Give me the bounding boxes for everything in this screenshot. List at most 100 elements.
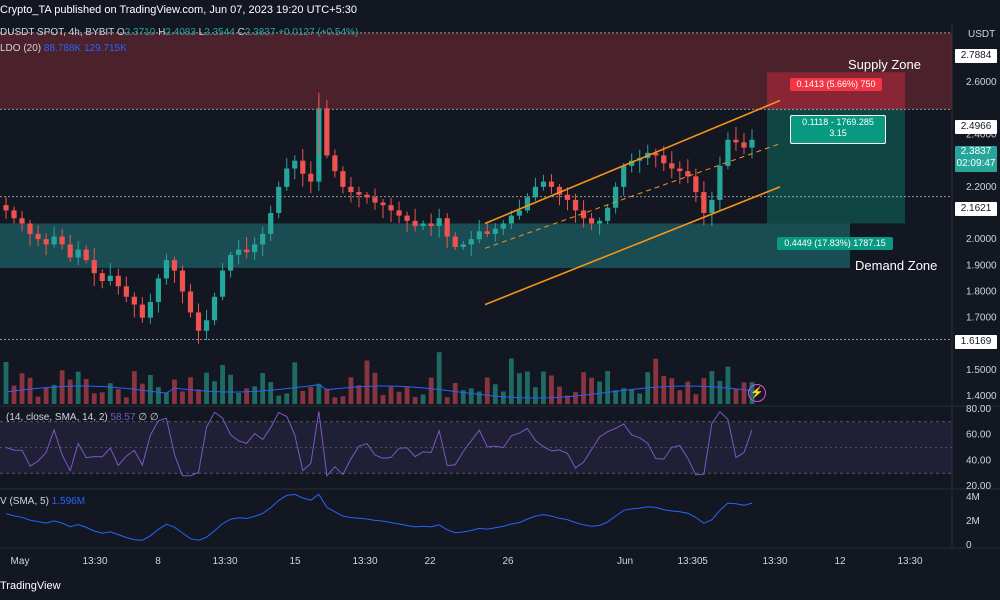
volume-bar	[316, 383, 322, 404]
target-tag-text: 0.4449 (17.83%) 1787.15	[784, 238, 886, 248]
volume-bar	[164, 392, 169, 404]
price-tick-label: 2.6000	[966, 77, 997, 88]
high-label: H	[158, 27, 166, 38]
volume-bar	[260, 372, 266, 404]
candle-body	[123, 286, 129, 297]
demand-zone	[0, 223, 850, 268]
symbol-name: DUSDT SPOT, 4h, BYBIT	[0, 27, 115, 38]
candle-body	[203, 320, 210, 331]
long-tag-line-2: 3.15	[829, 128, 847, 138]
volume-bar	[629, 389, 635, 404]
candle-body	[741, 142, 747, 148]
volume-bar	[613, 390, 619, 404]
candle-body	[219, 270, 226, 297]
candle-body	[693, 176, 699, 193]
rsi-value: 58.57	[110, 412, 136, 423]
candle-body	[492, 228, 498, 234]
channel-upper-line	[484, 99, 781, 225]
currency-label: USDT	[968, 29, 996, 40]
candle-body	[444, 218, 450, 237]
candle-body	[3, 205, 9, 211]
low-value: 2.3544	[204, 27, 235, 38]
price-tick-label: 1.8000	[966, 286, 997, 297]
candle-body	[179, 270, 186, 292]
current-price: 2.3837	[960, 146, 992, 157]
time-tick-label: 12	[834, 556, 846, 567]
volume-bar	[404, 387, 410, 404]
volume-value-2: 129.715K	[83, 43, 127, 54]
candle-body	[484, 231, 490, 234]
volume-bar	[228, 374, 234, 404]
candle-body	[51, 236, 57, 245]
volume-bar	[139, 383, 145, 404]
candle-body	[35, 233, 41, 240]
volume-bar	[123, 397, 129, 404]
candle-body	[733, 139, 739, 143]
time-tick-label: 22	[424, 556, 436, 567]
candle-body	[107, 275, 113, 282]
supply-zone-label: Supply Zone	[848, 57, 921, 72]
candle-body	[340, 171, 346, 187]
volume-bar	[340, 396, 346, 404]
candle-body	[324, 108, 330, 156]
candle-body	[564, 194, 571, 200]
candle-body	[147, 301, 153, 318]
volume-bar	[492, 384, 498, 404]
clock-icon[interactable]: ⚡	[748, 384, 766, 402]
candle-body	[629, 160, 635, 166]
candle-body	[532, 186, 539, 198]
candle-body	[276, 186, 282, 213]
candle-body	[508, 215, 514, 224]
candle-body	[404, 215, 410, 221]
candle-body	[236, 249, 242, 255]
volume-bar	[621, 388, 627, 404]
low-label: L	[198, 27, 205, 38]
candle-body	[717, 165, 723, 200]
candle-body	[43, 239, 49, 245]
volume-bar	[204, 372, 209, 404]
volume-bar	[43, 387, 49, 404]
volume-bar	[709, 371, 715, 404]
volume-bar	[348, 377, 354, 404]
rsi-empty-2: ∅	[149, 412, 159, 423]
volume-bar	[91, 393, 97, 404]
volume-bar	[428, 377, 434, 404]
volume-bar	[356, 385, 362, 404]
volume-bar	[27, 377, 33, 404]
volume-bar	[468, 388, 474, 404]
volume-bar	[396, 391, 402, 404]
obv-tick-label: 0	[966, 540, 972, 551]
price-tag-mid: 2.1621	[955, 202, 997, 216]
rsi-tick-label: 80.00	[966, 404, 991, 415]
volume-bar	[685, 381, 691, 404]
footer-brand: TradingView	[0, 580, 61, 592]
time-tick-label: 8	[155, 556, 161, 567]
volume-bar	[500, 391, 506, 404]
volume-bar	[284, 393, 290, 404]
candle-body	[91, 260, 97, 274]
time-tick-label: 15	[289, 556, 301, 567]
volume-bar	[557, 386, 562, 404]
time-tick-label: 26	[502, 556, 514, 567]
volume-bar	[741, 382, 747, 404]
volume-bar	[693, 394, 699, 404]
volume-bar	[573, 392, 578, 404]
candle-body	[284, 168, 290, 187]
rsi-tick-label: 40.00	[966, 455, 991, 466]
volume-bar	[669, 378, 675, 404]
price-tag-supply: 2.4966	[955, 120, 997, 134]
volume-bar	[388, 386, 394, 404]
volume-bar	[380, 395, 386, 404]
channel-lower-line	[484, 186, 781, 306]
volume-bar	[581, 372, 586, 404]
volume-bar	[549, 375, 554, 404]
volume-bar	[452, 382, 458, 404]
price-tick-label: 2.0000	[966, 234, 997, 245]
volume-bar	[460, 390, 466, 404]
close-value: 2.3837	[244, 27, 276, 38]
short-tag-text: 0.1413 (5.66%) 750	[796, 79, 876, 89]
rsi-label: (14, close, SMA, 14, 2)	[6, 412, 108, 423]
candle-body	[709, 199, 715, 213]
volume-bar	[372, 372, 378, 404]
